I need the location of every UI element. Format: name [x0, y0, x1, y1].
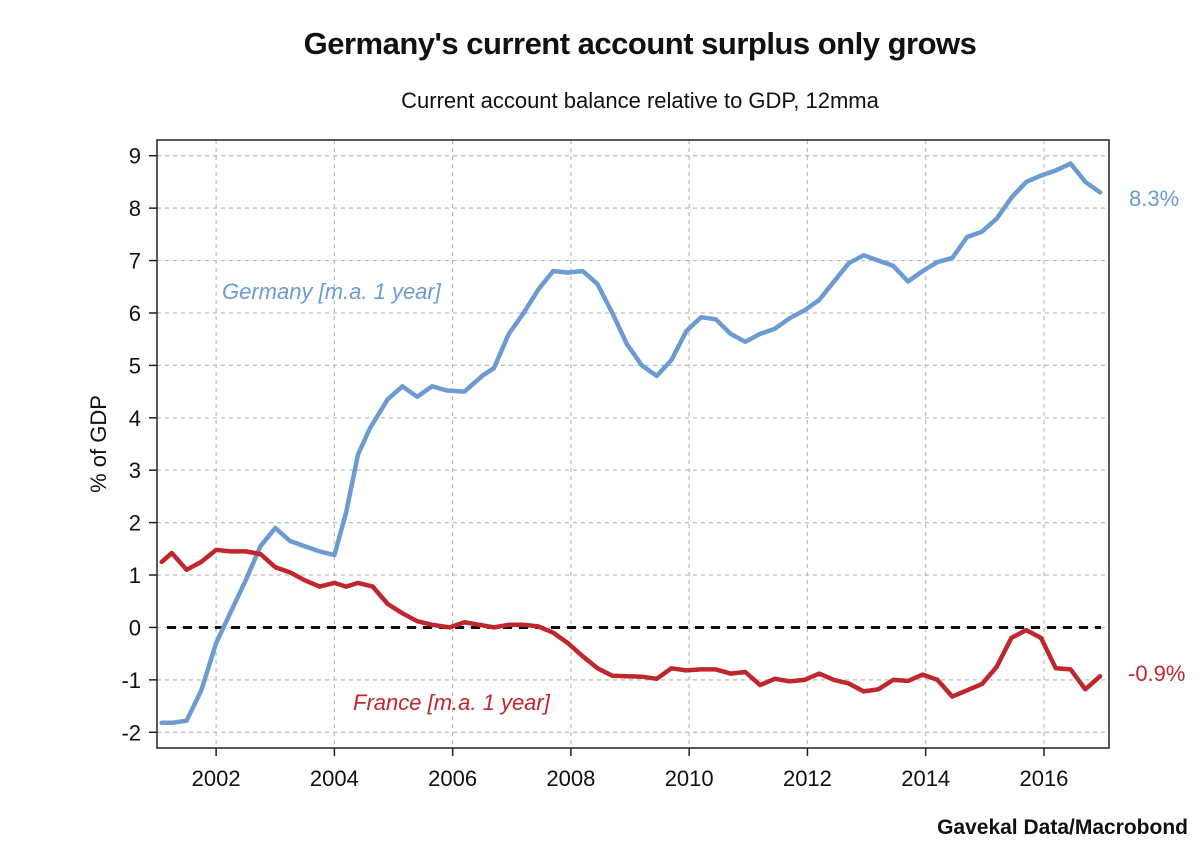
y-tick-label: -2	[121, 720, 141, 745]
y-tick-label: 0	[129, 615, 141, 640]
x-tick-label: 2008	[546, 766, 595, 791]
y-tick-label: 8	[129, 196, 141, 221]
y-tick-label: 4	[129, 406, 141, 431]
grid-lines	[157, 140, 1109, 748]
y-tick-label: -1	[121, 668, 141, 693]
y-tick-label: 6	[129, 301, 141, 326]
france-series-line	[159, 547, 1103, 699]
y-tick-label: 5	[129, 353, 141, 378]
x-tick-label: 2002	[192, 766, 241, 791]
germany-end-value: 8.3%	[1129, 186, 1179, 211]
x-tick-label: 2016	[1019, 766, 1068, 791]
y-tick-label: 2	[129, 511, 141, 536]
x-axis: 2002 2004 2006 2008 2010 2012 2014 2016	[192, 748, 1068, 791]
x-tick-label: 2014	[901, 766, 950, 791]
chart-subtitle: Current account balance relative to GDP,…	[401, 88, 879, 113]
y-tick-label: 9	[129, 144, 141, 169]
y-tick-label: 7	[129, 249, 141, 274]
y-axis-label: % of GDP	[86, 395, 111, 493]
y-tick-label: 1	[129, 563, 141, 588]
germany-series-line	[159, 161, 1103, 726]
x-tick-label: 2010	[665, 766, 714, 791]
germany-series-label: Germany [m.a. 1 year]	[222, 279, 442, 304]
x-tick-label: 2006	[428, 766, 477, 791]
x-tick-label: 2012	[783, 766, 832, 791]
series-lines	[159, 161, 1103, 726]
x-tick-label: 2004	[310, 766, 359, 791]
plot-frame	[156, 139, 1110, 749]
y-axis: -2 -1 0 1 2 3 4 5 6 7 8 9	[121, 144, 157, 745]
source-credit: Gavekal Data/Macrobond	[937, 816, 1188, 839]
france-end-value: -0.9%	[1128, 661, 1185, 686]
y-tick-label: 3	[129, 458, 141, 483]
chart-title: Germany's current account surplus only g…	[303, 26, 977, 61]
france-series-label: France [m.a. 1 year]	[353, 690, 551, 715]
